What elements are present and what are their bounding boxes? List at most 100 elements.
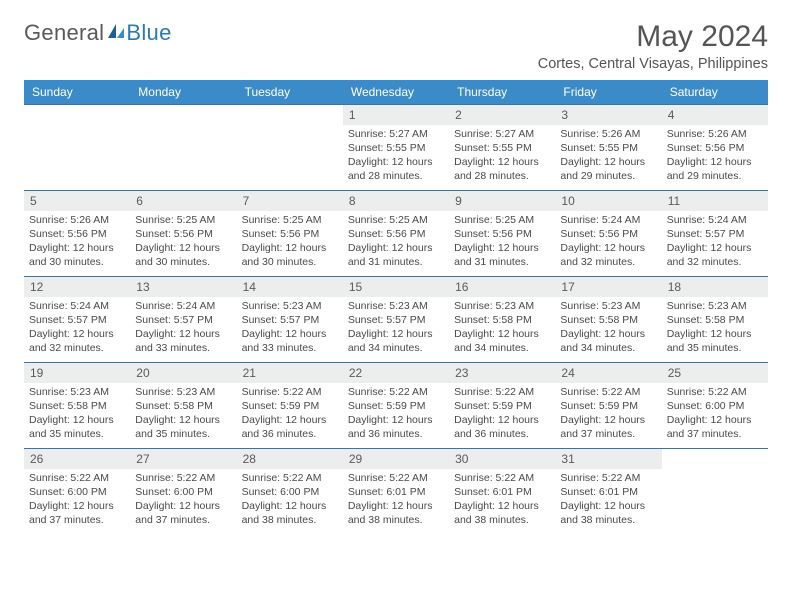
calendar-day-cell: 19Sunrise: 5:23 AMSunset: 5:58 PMDayligh… [24,363,130,449]
calendar-day-cell: 21Sunrise: 5:22 AMSunset: 5:59 PMDayligh… [237,363,343,449]
calendar-day-cell: 2Sunrise: 5:27 AMSunset: 5:55 PMDaylight… [449,105,555,191]
day-details: Sunrise: 5:23 AMSunset: 5:58 PMDaylight:… [24,383,130,444]
calendar-day-cell: 27Sunrise: 5:22 AMSunset: 6:00 PMDayligh… [130,449,236,535]
day-details: Sunrise: 5:24 AMSunset: 5:57 PMDaylight:… [130,297,236,358]
calendar-day-cell [237,105,343,191]
day-details: Sunrise: 5:26 AMSunset: 5:55 PMDaylight:… [555,125,661,186]
day-details: Sunrise: 5:25 AMSunset: 5:56 PMDaylight:… [130,211,236,272]
day-number: 8 [343,191,449,211]
calendar-day-cell: 22Sunrise: 5:22 AMSunset: 5:59 PMDayligh… [343,363,449,449]
calendar-day-cell: 9Sunrise: 5:25 AMSunset: 5:56 PMDaylight… [449,191,555,277]
day-number: 25 [662,363,768,383]
day-details: Sunrise: 5:23 AMSunset: 5:58 PMDaylight:… [130,383,236,444]
day-number: 23 [449,363,555,383]
day-details: Sunrise: 5:24 AMSunset: 5:57 PMDaylight:… [24,297,130,358]
day-details: Sunrise: 5:27 AMSunset: 5:55 PMDaylight:… [343,125,449,186]
calendar-day-cell: 18Sunrise: 5:23 AMSunset: 5:58 PMDayligh… [662,277,768,363]
calendar-day-cell: 4Sunrise: 5:26 AMSunset: 5:56 PMDaylight… [662,105,768,191]
day-number: 15 [343,277,449,297]
calendar-day-cell: 10Sunrise: 5:24 AMSunset: 5:56 PMDayligh… [555,191,661,277]
calendar-day-cell: 24Sunrise: 5:22 AMSunset: 5:59 PMDayligh… [555,363,661,449]
day-number: 11 [662,191,768,211]
day-number [24,105,130,111]
calendar-day-cell: 26Sunrise: 5:22 AMSunset: 6:00 PMDayligh… [24,449,130,535]
day-details: Sunrise: 5:22 AMSunset: 6:00 PMDaylight:… [24,469,130,530]
calendar-day-cell: 11Sunrise: 5:24 AMSunset: 5:57 PMDayligh… [662,191,768,277]
location-subtitle: Cortes, Central Visayas, Philippines [538,56,768,72]
calendar-day-cell: 12Sunrise: 5:24 AMSunset: 5:57 PMDayligh… [24,277,130,363]
day-details: Sunrise: 5:22 AMSunset: 5:59 PMDaylight:… [237,383,343,444]
day-number: 24 [555,363,661,383]
day-number: 31 [555,449,661,469]
day-details: Sunrise: 5:22 AMSunset: 5:59 PMDaylight:… [449,383,555,444]
calendar-day-cell: 1Sunrise: 5:27 AMSunset: 5:55 PMDaylight… [343,105,449,191]
day-number: 6 [130,191,236,211]
day-number: 10 [555,191,661,211]
brand-logo: General Blue [24,20,172,46]
day-details: Sunrise: 5:22 AMSunset: 6:01 PMDaylight:… [449,469,555,530]
calendar-day-cell [130,105,236,191]
calendar-week-row: 19Sunrise: 5:23 AMSunset: 5:58 PMDayligh… [24,363,768,449]
calendar-week-row: 12Sunrise: 5:24 AMSunset: 5:57 PMDayligh… [24,277,768,363]
day-header: Wednesday [343,80,449,105]
day-details: Sunrise: 5:26 AMSunset: 5:56 PMDaylight:… [662,125,768,186]
day-header: Tuesday [237,80,343,105]
calendar-table: SundayMondayTuesdayWednesdayThursdayFrid… [24,80,768,535]
day-header: Thursday [449,80,555,105]
calendar-week-row: 26Sunrise: 5:22 AMSunset: 6:00 PMDayligh… [24,449,768,535]
day-number: 30 [449,449,555,469]
day-number: 19 [24,363,130,383]
day-number: 3 [555,105,661,125]
day-details: Sunrise: 5:26 AMSunset: 5:56 PMDaylight:… [24,211,130,272]
day-details: Sunrise: 5:25 AMSunset: 5:56 PMDaylight:… [449,211,555,272]
day-number [662,449,768,455]
day-details: Sunrise: 5:22 AMSunset: 6:01 PMDaylight:… [555,469,661,530]
day-number: 1 [343,105,449,125]
day-header: Friday [555,80,661,105]
day-number [130,105,236,111]
day-details: Sunrise: 5:22 AMSunset: 6:00 PMDaylight:… [130,469,236,530]
calendar-day-cell: 5Sunrise: 5:26 AMSunset: 5:56 PMDaylight… [24,191,130,277]
calendar-day-cell: 30Sunrise: 5:22 AMSunset: 6:01 PMDayligh… [449,449,555,535]
day-details: Sunrise: 5:22 AMSunset: 6:00 PMDaylight:… [237,469,343,530]
calendar-day-cell: 14Sunrise: 5:23 AMSunset: 5:57 PMDayligh… [237,277,343,363]
day-details: Sunrise: 5:23 AMSunset: 5:58 PMDaylight:… [662,297,768,358]
day-details: Sunrise: 5:23 AMSunset: 5:58 PMDaylight:… [449,297,555,358]
title-block: May 2024 Cortes, Central Visayas, Philip… [538,20,768,72]
calendar-day-cell: 29Sunrise: 5:22 AMSunset: 6:01 PMDayligh… [343,449,449,535]
calendar-day-cell: 20Sunrise: 5:23 AMSunset: 5:58 PMDayligh… [130,363,236,449]
calendar-page: General Blue May 2024 Cortes, Central Vi… [0,0,792,545]
day-number: 16 [449,277,555,297]
day-number: 21 [237,363,343,383]
calendar-day-cell: 7Sunrise: 5:25 AMSunset: 5:56 PMDaylight… [237,191,343,277]
calendar-body: 1Sunrise: 5:27 AMSunset: 5:55 PMDaylight… [24,105,768,535]
day-details: Sunrise: 5:23 AMSunset: 5:57 PMDaylight:… [343,297,449,358]
calendar-day-cell: 31Sunrise: 5:22 AMSunset: 6:01 PMDayligh… [555,449,661,535]
day-number: 13 [130,277,236,297]
page-header: General Blue May 2024 Cortes, Central Vi… [24,20,768,72]
calendar-day-cell: 23Sunrise: 5:22 AMSunset: 5:59 PMDayligh… [449,363,555,449]
day-number: 22 [343,363,449,383]
day-details: Sunrise: 5:23 AMSunset: 5:57 PMDaylight:… [237,297,343,358]
calendar-day-cell: 15Sunrise: 5:23 AMSunset: 5:57 PMDayligh… [343,277,449,363]
day-number: 29 [343,449,449,469]
day-number: 28 [237,449,343,469]
day-number: 4 [662,105,768,125]
day-details: Sunrise: 5:22 AMSunset: 5:59 PMDaylight:… [343,383,449,444]
day-details: Sunrise: 5:24 AMSunset: 5:57 PMDaylight:… [662,211,768,272]
day-details: Sunrise: 5:25 AMSunset: 5:56 PMDaylight:… [343,211,449,272]
day-number: 5 [24,191,130,211]
day-number: 17 [555,277,661,297]
calendar-day-cell: 8Sunrise: 5:25 AMSunset: 5:56 PMDaylight… [343,191,449,277]
day-details: Sunrise: 5:22 AMSunset: 6:00 PMDaylight:… [662,383,768,444]
calendar-day-cell: 6Sunrise: 5:25 AMSunset: 5:56 PMDaylight… [130,191,236,277]
day-details: Sunrise: 5:25 AMSunset: 5:56 PMDaylight:… [237,211,343,272]
day-number: 9 [449,191,555,211]
calendar-day-cell: 13Sunrise: 5:24 AMSunset: 5:57 PMDayligh… [130,277,236,363]
day-details: Sunrise: 5:27 AMSunset: 5:55 PMDaylight:… [449,125,555,186]
day-number: 14 [237,277,343,297]
day-number: 7 [237,191,343,211]
day-details: Sunrise: 5:23 AMSunset: 5:58 PMDaylight:… [555,297,661,358]
sail-icon [106,20,126,46]
calendar-day-cell [24,105,130,191]
